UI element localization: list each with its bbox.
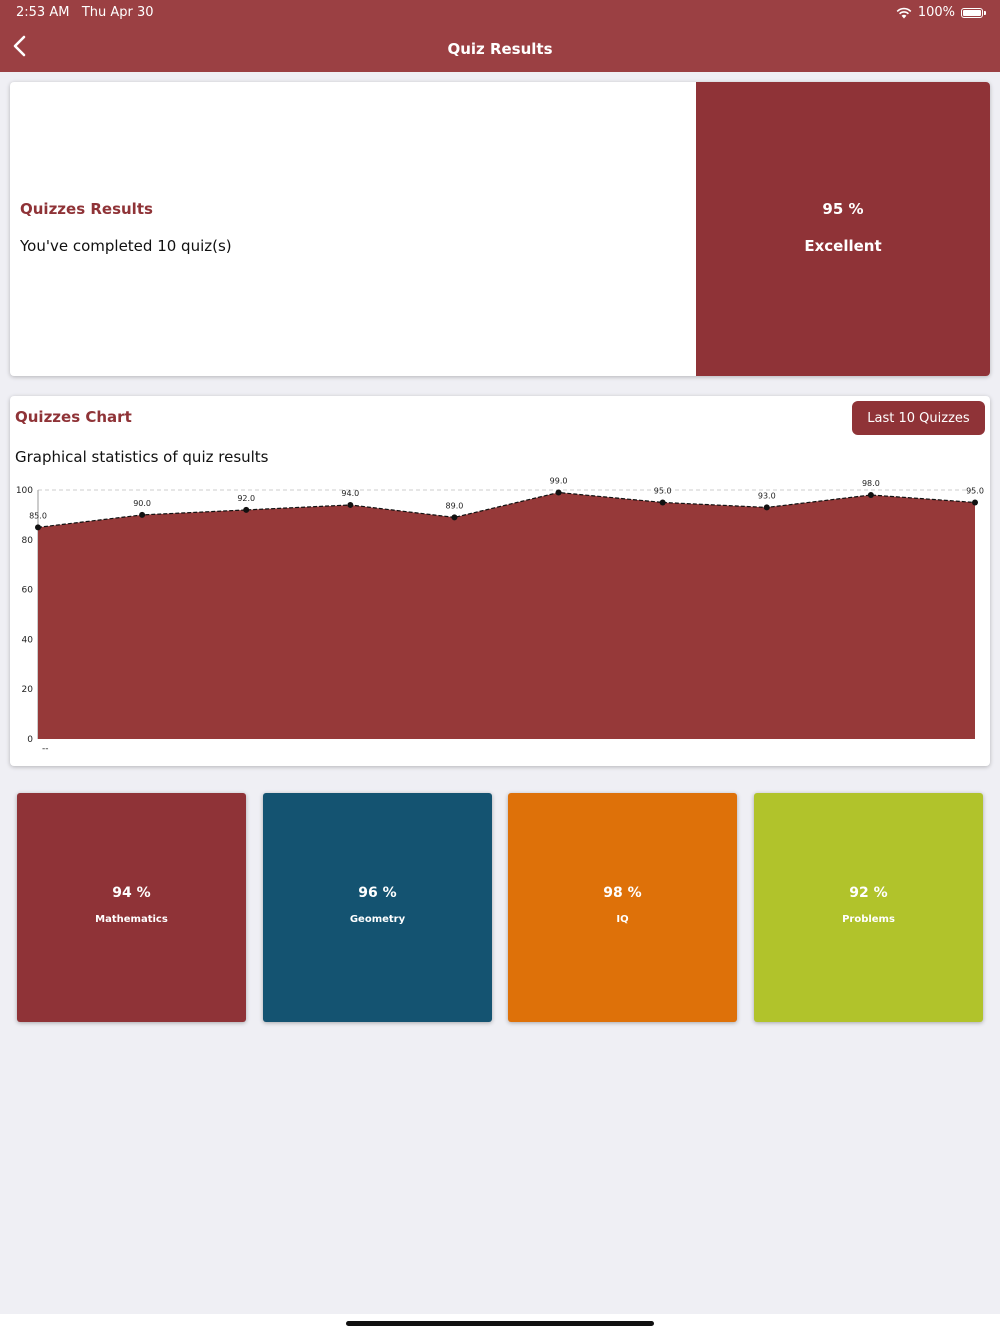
category-percent: 94 % [112,885,151,901]
chart-data-point [763,504,770,511]
battery-icon [961,7,983,18]
completed-count-text: You've completed 10 quiz(s) [20,237,232,255]
chart-data-label: 98.0 [862,479,880,488]
chart-data-label: 95.0 [966,486,984,495]
status-bar: 2:53 AM Thu Apr 30 100% [0,0,1000,24]
status-time: 2:53 AM Thu Apr 30 [16,5,154,20]
category-name: Mathematics [95,914,168,925]
chart-data-point [972,499,978,506]
chart-data-point [451,514,458,521]
back-button[interactable] [10,32,40,62]
y-tick-label: 0 [27,735,33,745]
chart-data-point [347,501,354,508]
status-date: Thu Apr 30 [81,5,154,20]
overall-score-panel: 95 % Excellent [696,82,990,376]
page-title: Quiz Results [447,40,553,58]
y-tick-label: 20 [22,685,34,695]
status-clock: 2:53 AM [16,5,70,20]
chart-legend: -- [42,744,49,754]
category-name: IQ [616,914,629,925]
chart-area-fill [38,492,975,739]
battery-percent: 100% [917,5,955,20]
category-percent: 98 % [603,885,642,901]
last-quizzes-button[interactable]: Last 10 Quizzes [852,401,985,435]
navigation-bar: Quiz Results [0,24,1000,72]
chart-data-label: 85.0 [29,511,47,520]
wifi-icon [896,7,912,18]
category-percent: 92 % [849,885,888,901]
category-tile-mathematics[interactable]: 94 % Mathematics [17,793,246,1022]
category-tile-iq[interactable]: 98 % IQ [508,793,737,1022]
chart-data-label: 94.0 [341,489,359,498]
chart-data-point [35,524,41,531]
chart-data-label: 99.0 [550,476,568,485]
chart-data-label: 95.0 [654,486,672,495]
status-indicators: 100% [896,5,986,20]
chevron-left-icon [13,35,26,57]
category-tile-problems[interactable]: 92 % Problems [754,793,983,1022]
chart-data-point [659,499,666,506]
quizzes-chart-card: Quizzes Chart Last 10 Quizzes Graphical … [10,396,990,766]
chart-data-label: 90.0 [133,499,151,508]
category-tile-geometry[interactable]: 96 % Geometry [263,793,492,1022]
overall-percent: 95 % [822,200,864,218]
results-title: Quizzes Results [20,200,153,218]
chart-series-line [37,491,976,528]
chart-data-point [139,511,146,518]
chart-data-point [555,489,562,496]
chart-title: Quizzes Chart [15,408,132,426]
y-tick-label: 100 [16,486,33,496]
overall-grade: Excellent [804,237,882,255]
home-indicator[interactable] [346,1321,654,1326]
category-name: Geometry [349,914,406,925]
y-tick-label: 80 [22,536,34,546]
chart-data-label: 93.0 [758,491,776,500]
chart-data-point [867,491,874,498]
chart-data-point [243,506,250,513]
chart-subtitle: Graphical statistics of quiz results [15,448,269,466]
results-summary-card: Quizzes Results You've completed 10 quiz… [10,82,990,376]
battery-tip [984,10,986,15]
category-percent: 96 % [358,885,397,901]
quiz-area-chart: 0 20 40 60 80 100 85.0 90.0 92.0 94.0 89.0 99.0 95.0… [16,476,984,754]
y-tick-label: 60 [22,586,34,596]
chart-data-label: 89.0 [446,501,464,510]
y-tick-label: 40 [22,635,34,645]
chart-data-label: 92.0 [237,494,255,503]
category-name: Problems [842,914,895,925]
